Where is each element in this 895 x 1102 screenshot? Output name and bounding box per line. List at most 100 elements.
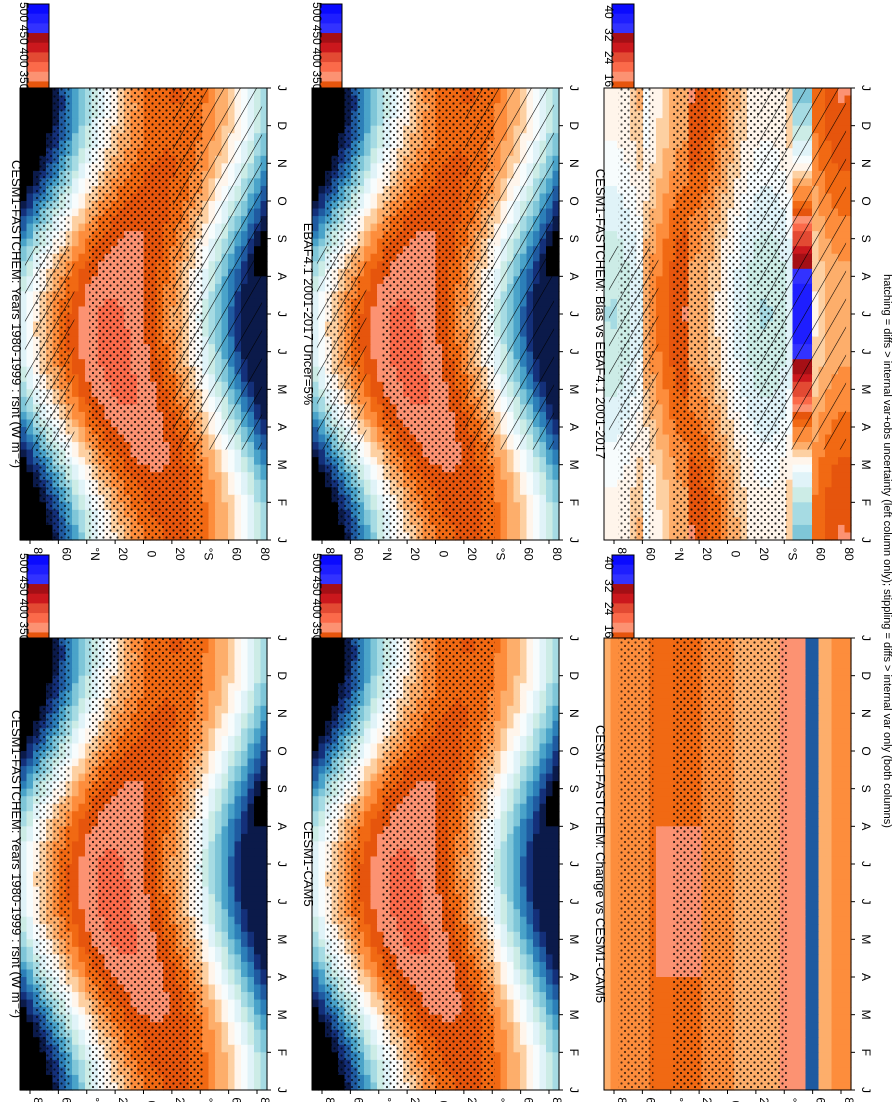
lat-label: 20 xyxy=(408,547,422,561)
heatmap-cell xyxy=(364,148,372,157)
heatmap-cell xyxy=(552,268,560,277)
heatmap-cell xyxy=(370,487,378,496)
heatmap-cell xyxy=(78,140,86,149)
heatmap-cell xyxy=(85,133,93,142)
hatching-overlay xyxy=(24,246,75,450)
heatmap-cell xyxy=(318,457,326,466)
heatmap-cell xyxy=(312,133,320,142)
heatmap-cell xyxy=(494,479,502,488)
heatmap-cell xyxy=(254,487,262,496)
colorbar-swatch xyxy=(612,4,634,15)
heatmap-cell xyxy=(662,110,670,119)
heatmap-cell xyxy=(312,246,320,255)
heatmap-cell xyxy=(364,427,372,436)
heatmap-cell xyxy=(260,336,268,345)
heatmap-cell xyxy=(507,479,515,488)
heatmap-cell xyxy=(208,517,216,526)
heatmap-cell xyxy=(72,291,80,300)
heatmap-cell xyxy=(78,457,86,466)
heatmap-cell xyxy=(364,336,372,345)
heatmap-cell xyxy=(312,396,320,405)
heatmap-cell xyxy=(312,434,320,443)
heatmap-cell xyxy=(260,231,268,240)
heatmap-cell xyxy=(318,193,326,202)
heatmap-cell xyxy=(85,509,93,518)
colorbar-swatch xyxy=(320,81,342,92)
heatmap-cell xyxy=(72,223,80,232)
heatmap-cell xyxy=(318,449,326,458)
heatmap-cell xyxy=(20,216,28,225)
heatmap-cell xyxy=(552,193,560,202)
heatmap-cell xyxy=(26,532,34,541)
heatmap-cell xyxy=(20,103,28,112)
heatmap-cell xyxy=(500,532,508,541)
heatmap-cell xyxy=(546,479,554,488)
heatmap-cell xyxy=(539,457,547,466)
heatmap-cell xyxy=(539,502,547,511)
heatmap-cell xyxy=(241,464,249,473)
heatmap-cell xyxy=(85,306,93,315)
heatmap-cell xyxy=(520,532,528,541)
month-label: J xyxy=(567,537,581,543)
heatmap-cell xyxy=(228,487,236,496)
heatmap-cell xyxy=(202,509,210,518)
heatmap-cell xyxy=(552,133,560,142)
heatmap-cell xyxy=(241,502,249,511)
heatmap-cell xyxy=(72,140,80,149)
heatmap-cell xyxy=(513,517,521,526)
heatmap-cell xyxy=(533,502,541,511)
heatmap-cell xyxy=(78,374,86,383)
heatmap-cell xyxy=(260,155,268,164)
heatmap-cell xyxy=(370,502,378,511)
heatmap-cell xyxy=(370,246,378,255)
heatmap-cell xyxy=(370,464,378,473)
heatmap-cell xyxy=(72,185,80,195)
heatmap-cell xyxy=(85,118,93,127)
heatmap-cell xyxy=(318,178,326,187)
heatmap-cell xyxy=(85,246,93,255)
heatmap-cell xyxy=(318,148,326,157)
lat-label: 0 xyxy=(145,551,159,558)
heatmap-cell xyxy=(20,427,28,436)
heatmap-cell xyxy=(85,336,93,345)
heatmap-cell xyxy=(370,178,378,187)
heatmap-cell xyxy=(507,464,515,473)
heatmap-cell xyxy=(494,532,502,541)
heatmap-cell xyxy=(20,306,28,315)
heatmap-cell xyxy=(20,479,28,488)
heatmap-cell xyxy=(85,329,93,338)
lat-label: 80 xyxy=(550,547,564,561)
heatmap-cell xyxy=(26,464,34,473)
heatmap-cell xyxy=(202,532,210,541)
heatmap-cell xyxy=(377,366,385,375)
colorbar-label: 400 xyxy=(310,48,324,68)
heatmap-cell xyxy=(72,253,80,262)
lat-label: 60 xyxy=(59,547,73,561)
heatmap-cell xyxy=(85,283,93,292)
heatmap-cell xyxy=(370,427,378,436)
heatmap-cell xyxy=(202,457,210,466)
heatmap-cell xyxy=(364,246,372,255)
month-label: J xyxy=(567,349,581,355)
heatmap-cell xyxy=(494,509,502,518)
heatmap-cell xyxy=(72,374,80,383)
heatmap-cell xyxy=(215,479,223,488)
heatmap-cell xyxy=(260,389,268,398)
heatmap-cell xyxy=(552,442,560,451)
heatmap-cell xyxy=(26,524,34,534)
heatmap-cell xyxy=(215,509,223,518)
heatmap-cell xyxy=(78,216,86,225)
heatmap-cell xyxy=(552,291,560,300)
heatmap-cell xyxy=(552,449,560,458)
heatmap-cell xyxy=(241,472,249,481)
heatmap-cell xyxy=(260,253,268,262)
heatmap-cell xyxy=(20,502,28,511)
heatmap-cell xyxy=(72,532,80,541)
heatmap-cell xyxy=(260,494,268,503)
heatmap-cell xyxy=(254,532,262,541)
heatmap-cell xyxy=(377,140,385,149)
heatmap-cell xyxy=(370,442,378,451)
colorbar-swatch xyxy=(27,42,49,53)
heatmap-cell xyxy=(254,472,262,481)
heatmap-cell xyxy=(377,464,385,473)
